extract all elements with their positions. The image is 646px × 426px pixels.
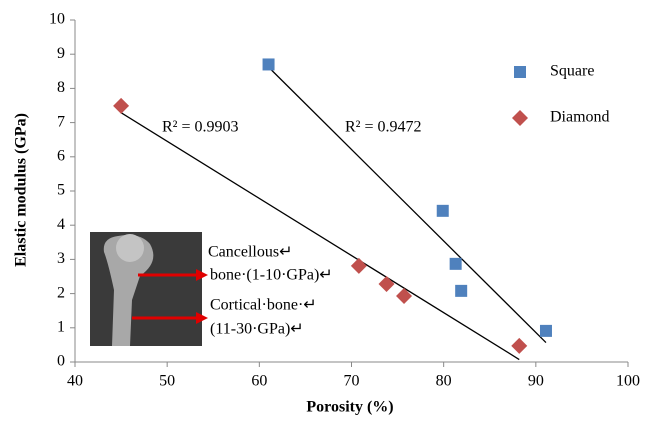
trend-line <box>268 66 547 343</box>
marker-diamond <box>113 97 130 114</box>
y-tick-label: 6 <box>57 147 65 164</box>
femur-head <box>116 234 144 262</box>
marker-square <box>514 66 526 78</box>
marker-square <box>262 58 275 71</box>
marker-square <box>436 204 449 217</box>
x-tick-label: 100 <box>616 373 640 390</box>
y-tick-label: 8 <box>57 79 65 96</box>
marker-diamond <box>350 257 367 274</box>
r2-label: R² = 0.9472 <box>345 119 422 136</box>
annotation: (11-30·GPa)↵ <box>210 321 304 338</box>
annotation: bone·(1-10·GPa)↵ <box>210 267 333 284</box>
y-tick-label: 10 <box>49 11 65 28</box>
x-tick-label: 40 <box>67 373 83 390</box>
marker-diamond <box>396 287 413 304</box>
marker-square <box>449 257 462 270</box>
arrows <box>132 269 208 324</box>
marker-diamond <box>511 337 528 354</box>
y-tick-label: 2 <box>57 284 65 301</box>
arrow-head <box>196 312 208 324</box>
arrow-head <box>196 269 208 281</box>
femur-shape <box>103 235 154 346</box>
x-tick-label: 60 <box>251 373 267 390</box>
marker-square <box>455 284 468 297</box>
y-tick-label: 9 <box>57 45 65 62</box>
x-tick-label: 90 <box>528 373 544 390</box>
y-axis-title: Elastic modulus (GPa) <box>13 113 30 267</box>
y-tick-label: 3 <box>57 250 65 267</box>
legend-label: Diamond <box>550 109 610 126</box>
y-tick-label: 5 <box>57 182 65 199</box>
y-tick-label: 1 <box>57 318 65 335</box>
legend-label: Square <box>550 63 594 80</box>
trend-line <box>120 112 520 361</box>
y-tick-label: 4 <box>57 216 65 233</box>
x-tick-label: 50 <box>159 373 175 390</box>
r2-label: R² = 0.9903 <box>162 119 239 136</box>
annotation: Cancellous↵ <box>208 244 293 261</box>
marker-diamond <box>378 276 395 293</box>
x-axis-title: Porosity (%) <box>306 399 393 416</box>
y-tick-label: 7 <box>57 113 65 130</box>
marker-diamond <box>512 110 528 126</box>
femur-inset <box>90 232 202 346</box>
x-tick-label: 70 <box>344 373 360 390</box>
marker-square <box>539 324 552 337</box>
x-tick-label: 80 <box>436 373 452 390</box>
y-tick-label: 0 <box>57 353 65 370</box>
annotation: Cortical·bone·↵ <box>210 297 317 314</box>
